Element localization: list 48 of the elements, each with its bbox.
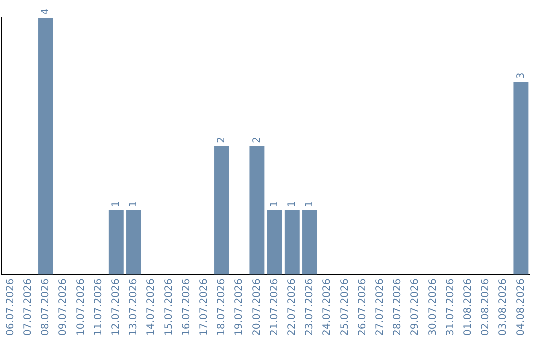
bar: [108, 210, 124, 275]
bar: [267, 210, 282, 275]
x-tick-label: 07.07.2026: [22, 278, 34, 336]
data-label: 1: [110, 201, 122, 208]
data-label: 3: [516, 72, 527, 80]
x-tick-label: 10.07.2026: [76, 278, 87, 336]
x-tick-label: 22.07.2026: [286, 278, 298, 336]
x-tick-label: 24.07.2026: [322, 278, 334, 336]
x-tick-label: 23.07.2026: [304, 278, 316, 336]
x-tick-label: 27.07.2026: [374, 278, 386, 336]
bar: [250, 146, 265, 275]
bar: [214, 146, 230, 275]
x-tick-label: 02.08.2026: [480, 278, 492, 336]
x-tick-label: 17.07.2026: [198, 278, 210, 336]
x-tick-label: 28.07.2026: [392, 278, 404, 336]
x-tick-label: 26.07.2026: [357, 278, 368, 336]
x-tick-label: 21.07.2026: [269, 278, 280, 336]
x-tick-label: 08.07.2026: [40, 278, 52, 336]
x-tick-label: 29.07.2026: [410, 278, 422, 336]
bar: [126, 210, 142, 275]
x-tick-label: 30.07.2026: [428, 278, 439, 336]
x-tick-label: 09.07.2026: [58, 278, 70, 336]
x-tick-label: 13.07.2026: [128, 278, 140, 336]
x-tick-label: 19.07.2026: [234, 278, 246, 336]
x-tick-label: 01.08.2026: [462, 278, 474, 336]
data-label: 1: [304, 201, 316, 208]
x-tick-label: 04.08.2026: [516, 278, 527, 336]
data-label: 1: [286, 201, 298, 208]
x-tick-label: 20.07.2026: [252, 278, 263, 336]
data-label: 2: [216, 136, 228, 144]
x-tick-label: 14.07.2026: [146, 278, 158, 336]
x-tick-label: 16.07.2026: [181, 278, 192, 336]
x-tick-label: 25.07.2026: [340, 278, 351, 336]
bar: [38, 18, 54, 275]
data-label: 2: [252, 136, 263, 144]
bar: [302, 210, 318, 275]
data-label: 1: [269, 201, 280, 208]
x-tick-label: 12.07.2026: [110, 278, 122, 336]
bar: [284, 210, 300, 275]
data-label: 1: [128, 201, 140, 208]
bar: [514, 82, 529, 275]
x-tick-label: 11.07.2026: [93, 278, 104, 336]
x-tick-label: 06.07.2026: [5, 278, 16, 336]
x-tick-label: 15.07.2026: [164, 278, 175, 336]
x-tick-label: 03.08.2026: [498, 278, 510, 336]
x-tick-label: 31.07.2026: [445, 278, 456, 336]
data-label: 4: [40, 8, 52, 15]
x-tick-label: 18.07.2026: [216, 278, 228, 336]
